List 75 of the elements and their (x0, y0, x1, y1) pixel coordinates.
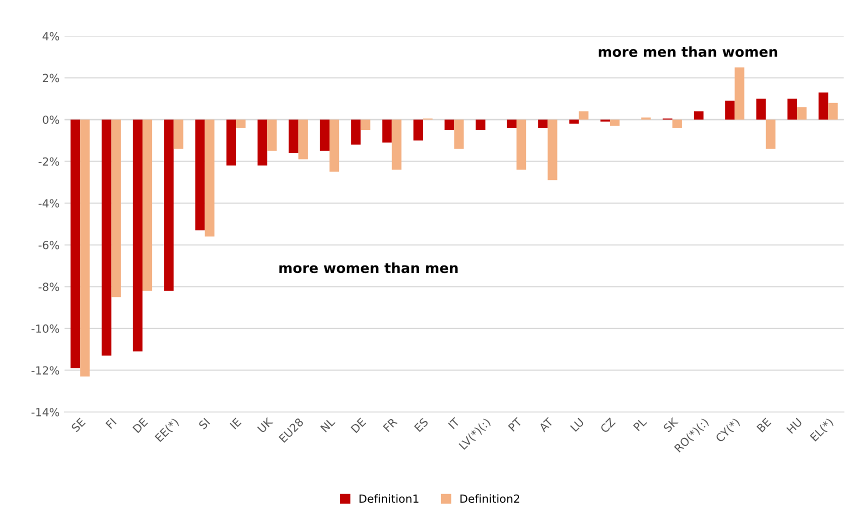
bar (392, 120, 402, 170)
bar (330, 120, 340, 172)
bar (734, 67, 744, 120)
x-tick-label: SE (70, 418, 86, 432)
annotation: more men than women (598, 46, 778, 57)
bar (610, 120, 620, 126)
bar (548, 120, 558, 180)
bar (360, 120, 370, 130)
bar (164, 120, 174, 291)
bar (382, 120, 392, 143)
x-tick-label: PL (633, 417, 648, 432)
bar (828, 102, 838, 120)
bar (351, 120, 361, 145)
x-tick-label: DE (132, 418, 148, 434)
x-tick-label: FI (106, 418, 117, 429)
annotation: more women than men (279, 262, 458, 274)
bar (70, 120, 80, 368)
x-tick-label: HU (786, 418, 802, 434)
legend-label: Definition1 (360, 494, 418, 503)
bar (444, 120, 454, 130)
bar (756, 98, 766, 120)
bar (111, 120, 121, 298)
bar (320, 120, 330, 151)
bar (142, 120, 152, 291)
y-tick-label: -10% (32, 324, 60, 333)
bar (506, 120, 517, 128)
y-tick-label: -2% (38, 157, 60, 166)
x-tick-label: IT (448, 417, 460, 430)
bar (102, 120, 112, 356)
bar (578, 111, 588, 120)
bar (132, 120, 142, 352)
x-tick-label: UK (257, 416, 274, 434)
y-tick-label: -14% (32, 408, 60, 416)
bar (258, 120, 268, 166)
y-tick-label: 4% (42, 32, 60, 40)
bar (226, 120, 236, 166)
bar (766, 120, 776, 149)
bar (569, 120, 579, 124)
x-tick-label: NL (320, 417, 336, 432)
bar (797, 107, 807, 120)
bar (454, 120, 464, 149)
bar (516, 120, 526, 170)
y-tick-label: -4% (38, 199, 60, 208)
x-tick-label: ES (414, 417, 429, 432)
bar (818, 92, 828, 120)
bar (476, 120, 486, 130)
bar (538, 120, 548, 128)
x-tick-label: IE (230, 418, 242, 430)
bar (195, 120, 205, 230)
legend-label: Definition2 (460, 494, 520, 503)
y-tick-label: -8% (38, 282, 60, 292)
bar (725, 100, 735, 120)
bar (267, 120, 277, 151)
x-tick-label: SI (198, 418, 210, 430)
y-tick-label: -12% (32, 366, 60, 375)
x-tick-label: PT (508, 417, 523, 432)
bar (236, 120, 246, 128)
y-tick-label: 0% (42, 116, 60, 124)
x-tick-label: DE (350, 418, 366, 434)
bar (672, 120, 682, 128)
bar (80, 120, 90, 376)
bar (298, 120, 308, 160)
x-tick-label: BE (756, 418, 772, 432)
bar (694, 111, 704, 120)
x-tick-label: FR (382, 417, 398, 432)
bar (204, 120, 214, 237)
bar (174, 120, 184, 149)
bar (787, 98, 798, 120)
bar (288, 120, 298, 154)
x-tick-label: CZ (600, 417, 616, 434)
x-tick-label: LU (570, 418, 584, 432)
x-tick-label: AT (538, 417, 554, 432)
y-tick-label: -6% (38, 240, 60, 250)
bar (413, 120, 424, 140)
y-tick-label: 2% (42, 74, 60, 82)
